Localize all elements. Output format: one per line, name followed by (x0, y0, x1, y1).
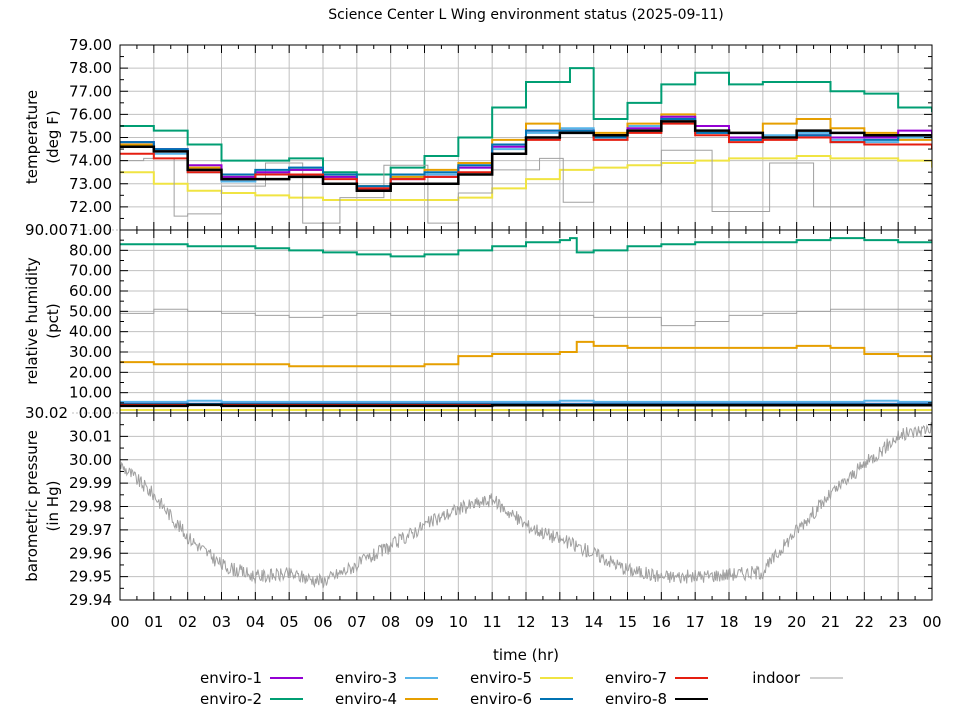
legend-item-enviro-6: enviro-6 (470, 690, 573, 708)
legend-label: enviro-1 (200, 669, 262, 687)
series-line-humidity-indoor (120, 308, 932, 327)
x-tick-label: 07 (347, 613, 366, 631)
panel-series-temperature (120, 67, 932, 224)
x-tick-label: 08 (381, 613, 400, 631)
series-line-temperature-enviro-8 (120, 120, 932, 192)
series-line-temperature-enviro-5 (120, 155, 932, 201)
legend: enviro-1 enviro-2 enviro-3 enviro-4 enviro-5… (200, 669, 843, 708)
legend-item-indoor: indoor (752, 669, 843, 687)
y-tick-label-humidity: 20.00 (69, 363, 112, 381)
x-tick-label: 00 (110, 613, 129, 631)
x-tick-label: 22 (855, 613, 874, 631)
y-tick-label-pressure: 29.96 (69, 544, 112, 562)
y-tick-label-temperature: 75.00 (69, 129, 112, 147)
x-tick-label: 10 (449, 613, 468, 631)
y-tick-label-pressure: 30.02 (25, 404, 68, 422)
y-tick-label-humidity: 70.00 (69, 262, 112, 280)
y-tick-label-temperature: 76.00 (69, 105, 112, 123)
legend-item-enviro-8: enviro-8 (605, 690, 708, 708)
x-tick-label: 12 (516, 613, 535, 631)
legend-item-enviro-2: enviro-2 (200, 690, 303, 708)
y-tick-label-temperature: 78.00 (69, 59, 112, 77)
series-line-temperature-enviro-2 (120, 67, 932, 176)
x-tick-label: 11 (483, 613, 502, 631)
x-tick-label: 21 (821, 613, 840, 631)
y-tick-label-temperature: 74.00 (69, 152, 112, 170)
legend-label: indoor (752, 669, 801, 687)
y-tick-label-temperature: 71.00 (69, 221, 112, 239)
x-tick-label: 01 (144, 613, 163, 631)
series-line-pressure-indoor (120, 422, 932, 589)
y-tick-label-humidity: 30.00 (69, 343, 112, 361)
x-tick-label: 00 (922, 613, 941, 631)
x-tick-label: 23 (889, 613, 908, 631)
axes: 71.00 72.00 73.00 74.00 75.00 76.00 77.00 78.00… (25, 36, 933, 609)
legend-label: enviro-4 (335, 690, 397, 708)
x-tick-label: 02 (178, 613, 197, 631)
series-line-humidity-enviro-3 (120, 399, 932, 403)
x-axis-label: time (hr) (493, 646, 559, 664)
x-tick-label: 04 (246, 613, 265, 631)
x-tick-labels: 00 01 02 03 04 05 06 07 08 09 10 11 12 13 14 15 16 17 18 19… (110, 613, 941, 631)
y-tick-label-pressure: 29.94 (69, 591, 112, 609)
legend-label: enviro-8 (605, 690, 667, 708)
legend-label: enviro-3 (335, 669, 397, 687)
x-tick-label: 13 (550, 613, 569, 631)
series-line-temperature-indoor (120, 149, 932, 224)
y-tick-label-humidity: 90.00 (25, 221, 68, 239)
chart-title: Science Center L Wing environment status… (328, 7, 724, 23)
series-line-humidity-enviro-2 (120, 237, 932, 258)
legend-label: enviro-6 (470, 690, 532, 708)
legend-label: enviro-5 (470, 669, 532, 687)
x-tick-label: 18 (719, 613, 738, 631)
y-tick-label-humidity: 10.00 (69, 384, 112, 402)
y-axis-label-pressure: (in Hg) (44, 481, 62, 532)
y-tick-label-pressure: 30.01 (69, 427, 112, 445)
y-axis-label-humidity: (pct) (44, 303, 62, 338)
y-tick-label-humidity: 80.00 (69, 241, 112, 259)
y-tick-label-temperature: 72.00 (69, 198, 112, 216)
y-tick-label-humidity: 50.00 (69, 302, 112, 320)
x-tick-label: 09 (415, 613, 434, 631)
x-tick-label: 14 (584, 613, 603, 631)
legend-label: enviro-7 (605, 669, 667, 687)
y-tick-label-temperature: 73.00 (69, 175, 112, 193)
panel-series-pressure (120, 422, 932, 589)
y-tick-label-temperature: 77.00 (69, 82, 112, 100)
legend-item-enviro-4: enviro-4 (335, 690, 438, 708)
x-tick-label: 20 (787, 613, 806, 631)
series-line-humidity-enviro-4 (120, 340, 932, 368)
y-tick-label-humidity: 40.00 (69, 323, 112, 341)
legend-item-enviro-3: enviro-3 (335, 669, 438, 687)
y-tick-label-pressure: 30.00 (69, 451, 112, 469)
x-tick-label: 16 (652, 613, 671, 631)
y-tick-label-pressure: 29.97 (69, 521, 112, 539)
y-tick-label-pressure: 29.95 (69, 568, 112, 586)
y-tick-label-humidity: 60.00 (69, 282, 112, 300)
legend-item-enviro-1: enviro-1 (200, 669, 303, 687)
x-tick-label: 03 (212, 613, 231, 631)
legend-label: enviro-2 (200, 690, 262, 708)
legend-item-enviro-5: enviro-5 (470, 669, 573, 687)
y-axis-label-temperature: (deg F) (44, 110, 62, 163)
x-tick-label: 15 (618, 613, 637, 631)
panel-frame-pressure (119, 412, 933, 601)
legend-item-enviro-7: enviro-7 (605, 669, 708, 687)
y-tick-label-pressure: 29.99 (69, 474, 112, 492)
x-tick-label: 17 (686, 613, 705, 631)
y-tick-label-temperature: 79.00 (69, 36, 112, 54)
y-axis-label-temperature: temperature (23, 90, 41, 184)
x-tick-label: 05 (280, 613, 299, 631)
x-tick-label: 06 (313, 613, 332, 631)
y-axis-label-humidity: relative humidity (23, 257, 41, 385)
y-tick-label-pressure: 29.98 (69, 498, 112, 516)
y-axis-label-pressure: barometric pressure (23, 430, 41, 582)
y-tick-label-humidity: 0.00 (79, 404, 112, 422)
x-tick-label: 19 (753, 613, 772, 631)
